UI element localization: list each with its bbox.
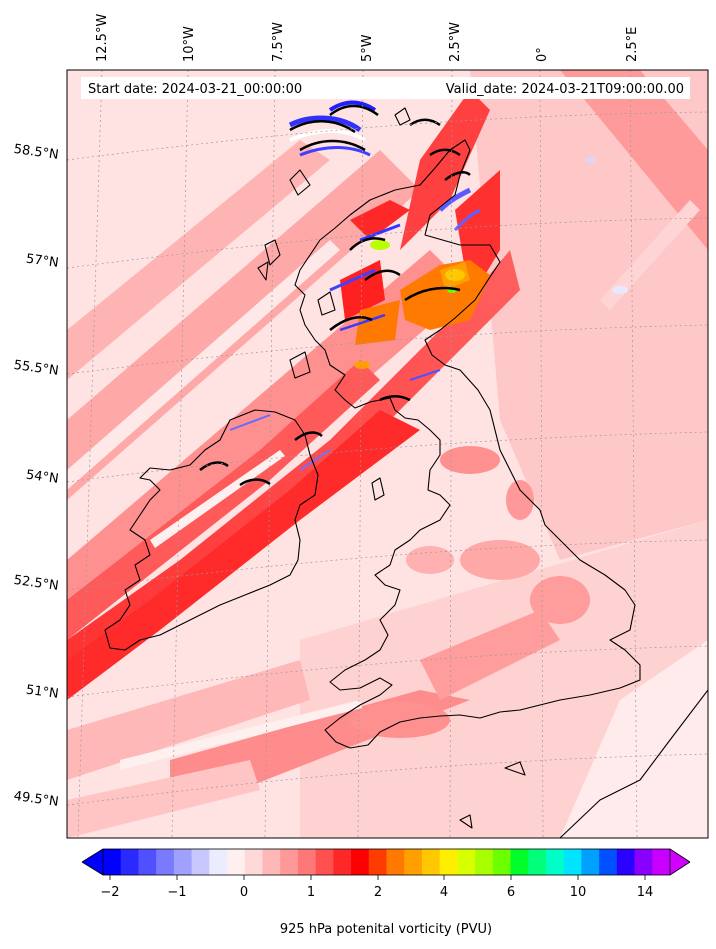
colorbar-cells	[103, 849, 671, 875]
colorbar-cell	[173, 849, 192, 875]
colorbar-cell	[510, 849, 529, 875]
colorbar-tick-labels: −2 −1 0 1 2 4 6 10 14	[100, 885, 653, 900]
colorbar-cell	[545, 849, 565, 875]
lat-label: 58.5°N	[13, 142, 60, 163]
cbar-tick-label: 14	[637, 885, 654, 900]
colorbar-cell	[262, 849, 281, 875]
ireland-coast	[104, 409, 319, 651]
colorbar-cell	[280, 849, 299, 875]
colorbar-cell	[244, 849, 263, 875]
longitude-labels: 12.5°W 10°W 7.5°W 5°W 2.5°W 0° 2.5°E	[95, 14, 640, 62]
cbar-tick-label: 2	[374, 885, 382, 900]
colorbar-title: 925 hPa potenital vorticity (PVU)	[280, 922, 492, 937]
colorbar-frame	[102, 848, 671, 876]
colorbar-cell	[634, 849, 653, 875]
colorbar-cell	[563, 849, 582, 875]
lat-label: 51°N	[25, 683, 60, 702]
colorbar-cell	[528, 849, 547, 875]
valid-date-text: Valid_date: 2024-03-21T09:00:00.00	[446, 82, 684, 97]
colorbar-ticks	[109, 875, 646, 880]
cbar-tick-label: 1	[307, 885, 315, 900]
colorbar-overflow-arrow	[670, 849, 690, 875]
colorbar-cell	[138, 849, 157, 875]
colorbar-underflow-arrow	[82, 849, 103, 875]
colorbar-cell	[156, 849, 175, 875]
graticule	[67, 70, 708, 838]
colorbar-cell	[652, 849, 671, 875]
great-britain-coast	[294, 139, 641, 749]
colorbar-cell	[351, 849, 370, 875]
cbar-tick-label: 6	[507, 885, 515, 900]
colorbar-cell	[616, 849, 635, 875]
map-panel	[67, 70, 708, 838]
lon-label: 2.5°W	[448, 22, 463, 62]
coastlines	[104, 107, 708, 838]
lat-label: 55.5°N	[13, 358, 60, 379]
colorbar-cell	[297, 849, 317, 875]
colorbar-cell	[599, 849, 618, 875]
colorbar-cell	[227, 849, 246, 875]
lon-label: 7.5°W	[271, 22, 286, 62]
start-date-text: Start date: 2024-03-21_00:00:00	[88, 82, 302, 97]
lon-label: 12.5°W	[95, 14, 110, 62]
lat-label: 52.5°N	[13, 573, 60, 594]
colorbar: −2 −1 0 1 2 4 6 10 14 925 hPa potenital …	[81, 848, 691, 937]
colorbar-cell	[492, 849, 511, 875]
colorbar-cell	[120, 849, 139, 875]
lon-label: 0°	[535, 47, 550, 62]
colorbar-cell	[315, 849, 334, 875]
colorbar-cell	[457, 849, 476, 875]
cbar-tick-label: −2	[100, 885, 119, 900]
colorbar-cell	[475, 849, 494, 875]
lon-label: 2.5°E	[625, 27, 640, 62]
colorbar-cell	[404, 849, 423, 875]
cbar-tick-label: −1	[167, 885, 186, 900]
colorbar-cell	[421, 849, 441, 875]
lon-label: 5°W	[360, 34, 375, 62]
colorbar-cell	[191, 849, 210, 875]
colorbar-cell	[209, 849, 228, 875]
lat-label: 49.5°N	[13, 789, 60, 810]
colorbar-cell	[103, 849, 122, 875]
colorbar-cell	[333, 849, 352, 875]
colorbar-cell	[386, 849, 405, 875]
colorbar-cell	[581, 849, 600, 875]
lat-label: 54°N	[25, 468, 60, 487]
map-frame	[66, 69, 709, 839]
latitude-labels: 58.5°N 57°N 55.5°N 54°N 52.5°N 51°N 49.5…	[13, 142, 60, 810]
colorbar-cell	[368, 849, 387, 875]
header-box	[81, 77, 690, 99]
cbar-tick-label: 4	[440, 885, 448, 900]
colorbar-cell	[439, 849, 458, 875]
lat-label: 57°N	[25, 252, 60, 271]
lon-label: 10°W	[182, 26, 197, 62]
cbar-tick-label: 10	[570, 885, 587, 900]
cbar-tick-label: 0	[240, 885, 248, 900]
